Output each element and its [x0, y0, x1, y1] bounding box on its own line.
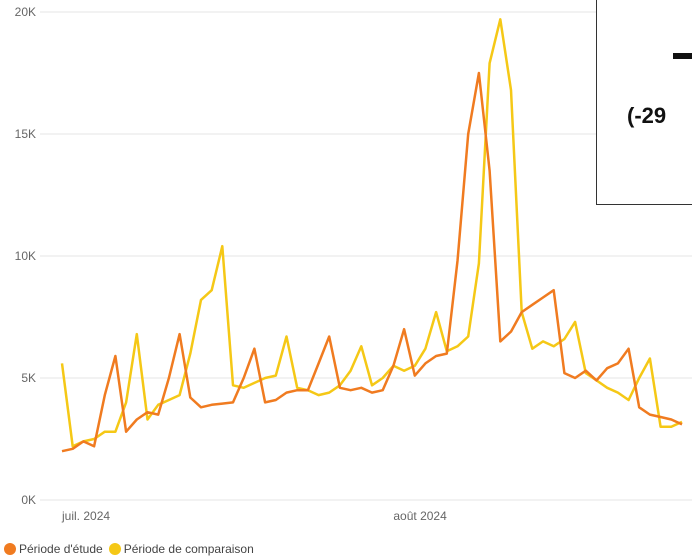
kpi-value-dash [673, 53, 692, 59]
grid-lines [40, 11, 692, 501]
y-axis-tick-labels: 0K 5K 10K 15K 20K [15, 5, 36, 507]
line-chart: 0K 5K 10K 15K 20K juil. 2024 août 2024 [15, 5, 692, 523]
y-tick-label: 0K [21, 493, 36, 507]
chart-legend: Période d'étude Période de comparaison [4, 540, 260, 558]
legend-study-period-label: Période d'étude [19, 542, 103, 556]
legend-item-comparison-period[interactable]: Période de comparaison [108, 542, 254, 556]
legend-comparison-period-label: Période de comparaison [123, 542, 254, 556]
y-tick-label: 5K [21, 371, 36, 385]
kpi-card: (-29 [596, 0, 692, 205]
y-tick-label: 15K [15, 127, 36, 141]
legend-item-study-period[interactable]: Période d'étude [4, 542, 103, 556]
legend-study-period-dot [4, 543, 16, 555]
legend-comparison-period-dot [108, 543, 121, 555]
series-line-study-period[interactable] [61, 71, 683, 453]
x-axis-tick-labels: juil. 2024 août 2024 [61, 509, 447, 523]
series-line-comparison-period[interactable] [60, 18, 683, 448]
kpi-change-percent: (-29 [627, 103, 667, 128]
x-tick-label: août 2024 [393, 509, 447, 523]
series-lines [60, 18, 683, 453]
x-tick-label: juil. 2024 [61, 509, 110, 523]
y-tick-label: 20K [15, 5, 36, 19]
y-tick-label: 10K [15, 249, 36, 263]
